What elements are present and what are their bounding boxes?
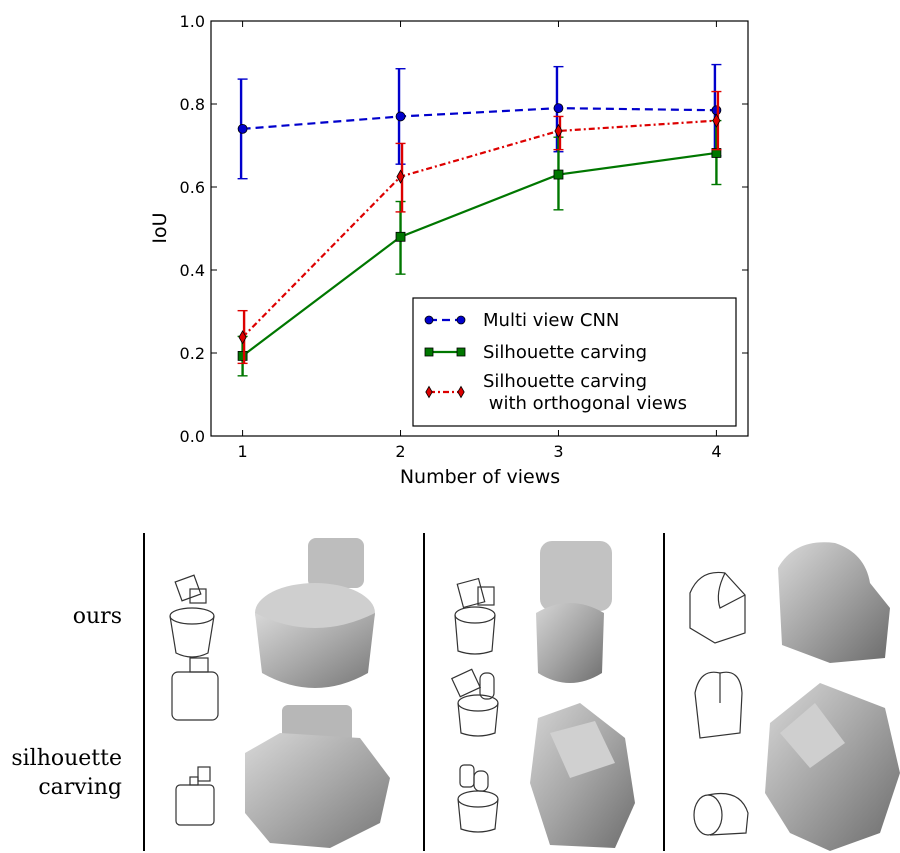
row-label-silhouette-line2: carving: [38, 774, 122, 800]
sketch-1c: [175, 766, 215, 826]
legend-marker-a-0: [424, 315, 434, 325]
sketch-2b: [451, 668, 499, 737]
legend-marker-b-0: [456, 315, 466, 325]
row-label-silhouette-carving: silhouette carving: [0, 745, 122, 802]
legend-box: [412, 297, 737, 427]
row-label-silhouette-line1: silhouette: [11, 746, 122, 771]
y-tick-label-0: 0.0: [180, 427, 205, 446]
y-tick-label-3: 0.6: [180, 178, 205, 197]
x-tick-label-2: 3: [553, 442, 563, 461]
y-tick-label-5: 1.0: [180, 12, 205, 31]
y-tick-label-2: 0.4: [180, 261, 205, 280]
series-2-point-1: [396, 169, 405, 184]
render-ours-2: [536, 541, 612, 683]
legend-marker-a-2: [425, 385, 433, 399]
series-1-point-2: [553, 169, 564, 180]
render-silhouette-1: [245, 705, 390, 848]
x-axis-title: Number of views: [400, 466, 560, 488]
legend-marker-b-2: [457, 385, 465, 399]
series-1-point-3: [711, 148, 722, 158]
x-tick-label-1: 2: [395, 442, 405, 461]
render-ours-1: [255, 538, 375, 688]
series-1-point-1: [395, 231, 406, 242]
iou-chart: 0.0 0.2 0.4 0.6 0.8 1.0 1 2 3 4 Multi view CNN Silh…: [149, 12, 749, 488]
series-0-point-0: [237, 123, 248, 134]
legend-label-0: Multi view CNN: [483, 310, 619, 331]
series-1-point-0: [237, 351, 248, 361]
x-tick-label-3: 4: [711, 442, 721, 461]
series-2-point-3: [712, 113, 721, 128]
sketch-2c: [457, 764, 499, 833]
series-0-point-2: [553, 103, 564, 114]
panel-divider-1: [143, 533, 145, 851]
sketch-3a: [689, 571, 746, 644]
series-0-line: [242, 107, 717, 130]
render-silhouette-2: [530, 703, 635, 848]
sketch-1b: [171, 657, 219, 721]
sketch-3c: [693, 792, 749, 836]
sketch-1a: [169, 574, 215, 658]
series-2-line: [241, 119, 717, 339]
legend-label-1: Silhouette carving: [483, 342, 647, 363]
series-0-point-3: [711, 105, 722, 116]
series-2-point-2: [554, 123, 563, 139]
reconstruction-panel-3: [689, 542, 900, 851]
y-tick-label-4: 0.8: [180, 95, 205, 114]
legend-marker-a-1: [424, 347, 434, 357]
series-1-line: [241, 151, 717, 357]
sketch-3b: [694, 671, 743, 739]
series-2-point-0: [238, 330, 247, 345]
row-label-ours-text: ours: [72, 604, 122, 629]
series-0-point-1: [395, 111, 406, 122]
y-axis-title: IoU: [149, 212, 171, 243]
plot-layer: 0.0 0.2 0.4 0.6 0.8 1.0 1 2 3 4 Multi view CNN Silh…: [180, 12, 749, 461]
render-ours-3: [778, 542, 890, 663]
sketch-2a: [454, 577, 496, 655]
y-tick-label-1: 0.2: [180, 344, 205, 363]
row-label-ours: ours: [30, 603, 122, 632]
panel-divider-2: [423, 533, 425, 851]
render-silhouette-3: [765, 683, 900, 851]
plot-frame: [210, 20, 749, 437]
panel-divider-3: [663, 533, 665, 851]
reconstruction-panel-1: [169, 538, 390, 848]
reconstruction-panel-2: [451, 541, 635, 848]
x-tick-label-0: 1: [237, 442, 247, 461]
legend-marker-b-1: [456, 347, 466, 357]
legend-label-2: Silhouette carving with orthogonal views: [483, 371, 687, 414]
